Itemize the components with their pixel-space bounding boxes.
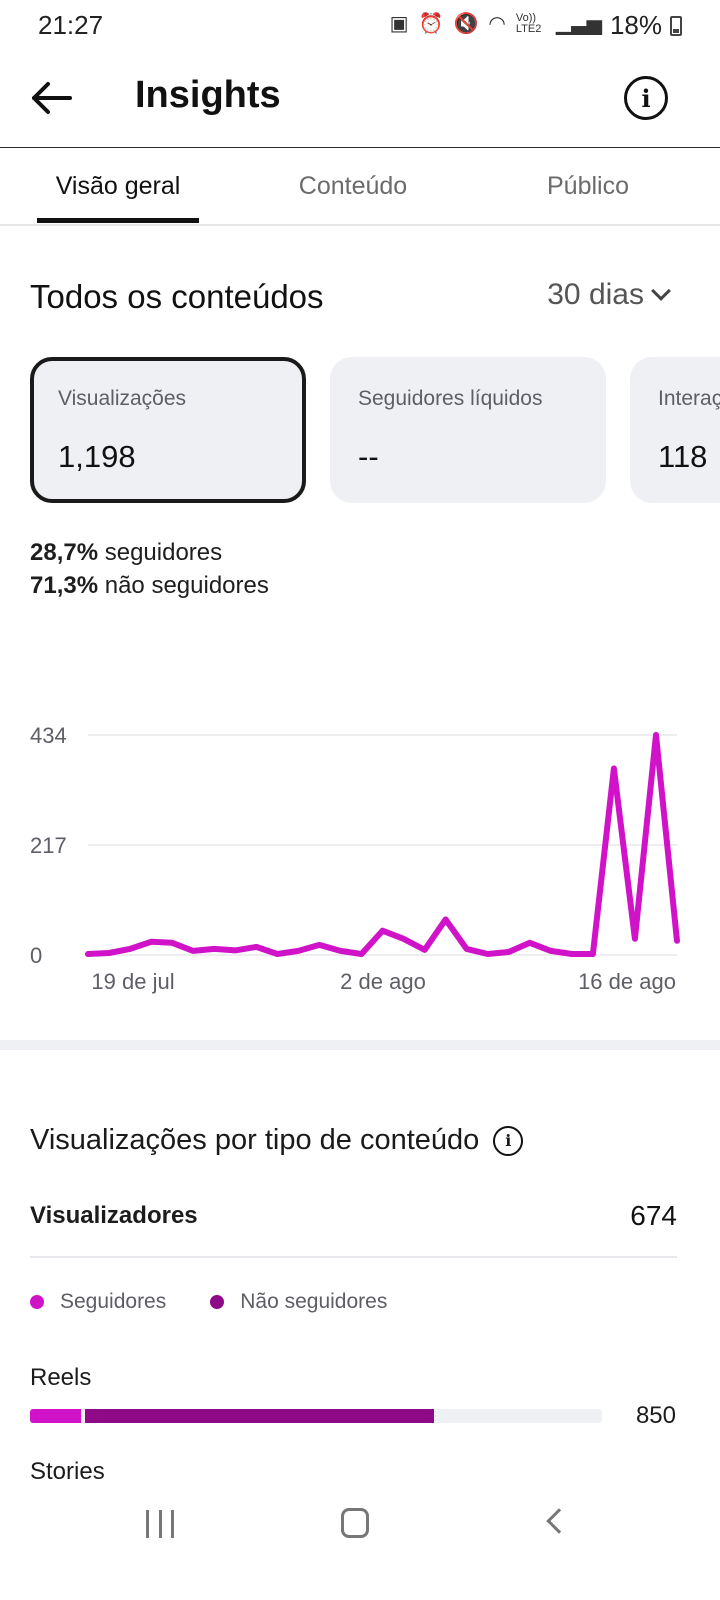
metric-card-net-followers[interactable]: Seguidores líquidos -- xyxy=(330,357,606,503)
section-divider xyxy=(0,1040,720,1050)
metric-card-value: -- xyxy=(358,439,379,474)
recents-button[interactable] xyxy=(146,1510,174,1538)
home-button[interactable] xyxy=(341,1508,369,1538)
non-followers-share: 71,3% não seguidores xyxy=(30,572,269,599)
period-dropdown[interactable]: 30 dias xyxy=(547,278,671,312)
x-tick-label: 2 de ago xyxy=(340,969,426,994)
battery-icon xyxy=(670,16,682,36)
legend-label: Seguidores xyxy=(60,1290,167,1313)
back-button[interactable] xyxy=(28,74,76,122)
chevron-down-icon xyxy=(651,281,671,301)
app-header: Insights i xyxy=(0,52,720,148)
mute-icon: 🔇 xyxy=(453,13,479,35)
followers-share: 28,7% seguidores xyxy=(30,539,223,566)
y-tick-label: 217 xyxy=(30,833,67,858)
info-icon: i xyxy=(641,83,651,113)
viewers-row: Visualizadores 674 xyxy=(30,1194,677,1258)
period-value: 30 dias xyxy=(547,278,644,311)
status-icons: ▣ ⏰ 🔇 ◠ Vo)) LTE2 ▁▃▅ xyxy=(390,12,602,36)
audience-split: 28,7% seguidores 71,3% não seguidores xyxy=(30,536,269,602)
tab-indicator xyxy=(37,218,199,223)
tab-bar: Visão geral Conteúdo Público xyxy=(0,148,720,226)
x-tick-label: 19 de jul xyxy=(91,969,174,994)
tab-overview[interactable]: Visão geral xyxy=(55,171,181,200)
info-icon[interactable]: i xyxy=(493,1125,524,1156)
metric-card-value: 118 xyxy=(658,439,708,474)
x-tick-label: 16 de ago xyxy=(578,969,676,994)
legend-label: Não seguidores xyxy=(240,1290,388,1313)
content-type-header: Visualizações por tipo de conteúdo i xyxy=(30,1124,524,1157)
content-type-title: Visualizações por tipo de conteúdo xyxy=(30,1124,480,1156)
bar-segment-non-followers xyxy=(85,1409,434,1423)
series-line xyxy=(85,732,680,957)
legend-non-followers: Não seguidores xyxy=(210,1290,387,1314)
legend-followers: Seguidores xyxy=(30,1290,166,1314)
metric-card-interactions[interactable]: Interações 118 xyxy=(630,357,720,503)
battery-percent: 18% xyxy=(609,10,662,40)
bar-label-stories: Stories xyxy=(30,1458,105,1485)
legend: Seguidores Não seguidores xyxy=(30,1290,387,1314)
views-line-chart: 0 217 434 19 de jul 2 de ago 16 de ago xyxy=(30,723,680,994)
viewers-label: Visualizadores xyxy=(30,1202,198,1229)
y-tick-label: 434 xyxy=(30,723,67,748)
volte-icon: Vo)) LTE2 xyxy=(515,12,542,35)
status-time: 21:27 xyxy=(38,10,104,40)
page-title: Insights xyxy=(135,74,281,116)
metric-card-value: 1,198 xyxy=(58,439,136,474)
section-title: Todos os conteúdos xyxy=(30,278,324,315)
metric-card-views[interactable]: Visualizações 1,198 xyxy=(30,357,306,503)
viewers-value: 674 xyxy=(630,1200,677,1231)
metric-cards: Visualizações 1,198 Seguidores líquidos … xyxy=(30,357,720,505)
bar-value-reels: 850 xyxy=(635,1402,676,1429)
bar-label-reels: Reels xyxy=(30,1364,92,1391)
arrow-left-icon xyxy=(32,82,72,114)
metric-card-label: Seguidores líquidos xyxy=(358,387,543,410)
status-bar: 21:27 ▣ ⏰ 🔇 ◠ Vo)) LTE2 ▁▃▅ 18% xyxy=(0,0,720,52)
signal-icon: ▁▃▅ xyxy=(555,13,602,35)
tab-audience[interactable]: Público xyxy=(547,171,629,200)
system-nav-bar xyxy=(0,1484,720,1600)
y-tick-label: 0 xyxy=(30,943,42,968)
system-back-button[interactable] xyxy=(546,1508,572,1534)
wifi-icon: ◠ xyxy=(488,13,506,35)
metric-card-label: Visualizações xyxy=(58,387,187,410)
bar-segment-followers xyxy=(30,1409,81,1423)
info-button[interactable]: i xyxy=(624,76,668,120)
tab-content[interactable]: Conteúdo xyxy=(298,171,408,200)
bar-track-reels xyxy=(30,1409,602,1423)
legend-dot xyxy=(30,1295,44,1309)
alarm-icon: ⏰ xyxy=(418,13,444,35)
notification-icon: ▣ xyxy=(389,13,409,35)
legend-dot xyxy=(210,1295,225,1309)
metric-card-label: Interações xyxy=(658,387,720,410)
